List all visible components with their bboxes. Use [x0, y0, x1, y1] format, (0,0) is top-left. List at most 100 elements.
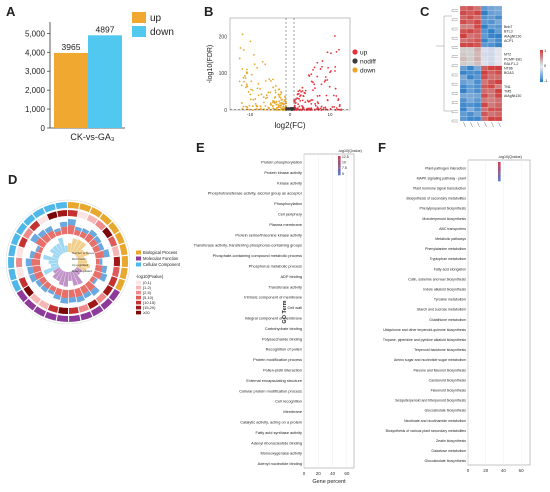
c-cell: [459, 79, 468, 85]
b-xtick-label: 10: [327, 112, 333, 117]
d-pvalue-segment: [95, 292, 107, 304]
b-point: [275, 103, 278, 106]
b-point: [245, 68, 248, 71]
d-rich-segment: [52, 245, 62, 256]
b-point: [331, 106, 334, 108]
b-legend-dot-up: [352, 49, 358, 55]
d-down-segment: [83, 290, 92, 299]
b-point: [297, 103, 300, 106]
xtick-label: 60: [344, 471, 350, 476]
c-cell: [473, 24, 482, 30]
d-scale-swatch: [136, 285, 141, 290]
c-tree-branch: [451, 9, 458, 12]
c-cell: [466, 88, 475, 94]
d-up-segment: [43, 281, 52, 290]
c-cell: [487, 79, 496, 85]
d-pvalue-segment: [68, 210, 78, 217]
b-point: [327, 66, 330, 69]
scale-label: 12.5: [342, 155, 349, 159]
category-label: Phenylalanine metabolism: [425, 247, 466, 251]
d-legend-swatch: [136, 250, 141, 255]
c-cell: [480, 15, 489, 20]
c-cell: [473, 51, 482, 57]
d-inner-legend-label: Rich Factor: [72, 257, 86, 261]
c-cell: [480, 102, 489, 108]
d-down-segment: [68, 218, 77, 226]
c-cell: [480, 42, 489, 48]
b-point: [296, 93, 299, 96]
b-point: [269, 103, 272, 106]
d-scale-swatch: [136, 305, 141, 310]
d-rich-segment: [70, 238, 78, 253]
scale-step: [498, 168, 501, 171]
b-point: [261, 60, 264, 63]
y-axis-title: GO Term: [282, 300, 288, 323]
d-up-segment: [60, 226, 68, 235]
c-cell: [487, 97, 496, 103]
category-label: Sesquiterpenoid and triterpenoid biosynt…: [395, 399, 466, 403]
b-point: [316, 107, 319, 110]
b-legend-label: down: [360, 68, 376, 75]
category-label: Protein kinase activity: [264, 170, 302, 175]
d-scale-label: [1,2): [143, 285, 152, 290]
c-cell: [466, 79, 475, 85]
d-up-segment: [88, 238, 98, 248]
scale-step: [498, 170, 501, 172]
b-point: [279, 106, 282, 109]
c-cell: [494, 47, 503, 53]
c-cell: [487, 111, 496, 117]
d-outer-segment: [99, 213, 112, 226]
d-up-segment: [54, 287, 63, 296]
b-point: [319, 68, 322, 70]
c-scale-step: [540, 62, 543, 65]
b-point: [297, 107, 299, 110]
d-rich-segment: [52, 267, 61, 274]
chart-a-axes: 0 1,000 2,000 3,000 4,000 5,000 CK-vs-GA₃: [25, 22, 125, 142]
d-legend-swatch: [136, 256, 141, 261]
b-point: [249, 40, 252, 43]
c-cell: [494, 74, 503, 80]
b-point: [319, 107, 322, 110]
c-cell: [480, 107, 489, 112]
c-cell: [459, 102, 468, 108]
category-label: Phosphotransferase activity, alcohol gro…: [208, 191, 303, 196]
b-point: [329, 71, 331, 74]
scale-step: [498, 179, 501, 182]
chart-a-bars: 3965 4897: [54, 24, 122, 129]
d-rich-segment: [74, 268, 81, 276]
d-scale-label: [5,10): [143, 295, 154, 300]
b-point: [269, 102, 272, 105]
b-point: [292, 108, 295, 111]
c-cell: [473, 61, 482, 66]
d-down-segment: [90, 286, 100, 297]
c-cell: [487, 24, 496, 30]
c-scale-label: 0: [544, 63, 547, 68]
scale-step: [498, 165, 501, 167]
c-cell: [473, 65, 482, 71]
c-cell: [459, 38, 468, 43]
d-up-segment: [95, 258, 100, 265]
b-point: [334, 70, 336, 72]
d-outer-segment: [79, 203, 92, 213]
d-up-segment: [35, 237, 47, 248]
d-pvalue-segment: [18, 277, 29, 288]
scale-label: 5: [342, 172, 344, 176]
b-point: [333, 106, 335, 108]
b-point: [303, 91, 306, 94]
b-legend-dot-nodiff: [352, 58, 358, 64]
chart-f-scale: -log10(Qvalue): [498, 155, 522, 182]
c-cell: [480, 111, 489, 117]
d-rich-segment: [43, 265, 60, 276]
d-pvalue-segment: [30, 293, 41, 305]
b-point: [299, 108, 302, 111]
chart-c-cells: [459, 5, 503, 122]
c-scale-step: [540, 50, 543, 52]
b-point: [328, 85, 331, 88]
xtick-label: 60: [519, 468, 525, 473]
d-down-segment: [68, 296, 77, 303]
c-tree-branch: [451, 46, 458, 49]
b-point: [268, 78, 271, 81]
b-point: [243, 80, 245, 83]
category-label: Membrane: [283, 409, 302, 414]
b-point: [238, 57, 241, 60]
